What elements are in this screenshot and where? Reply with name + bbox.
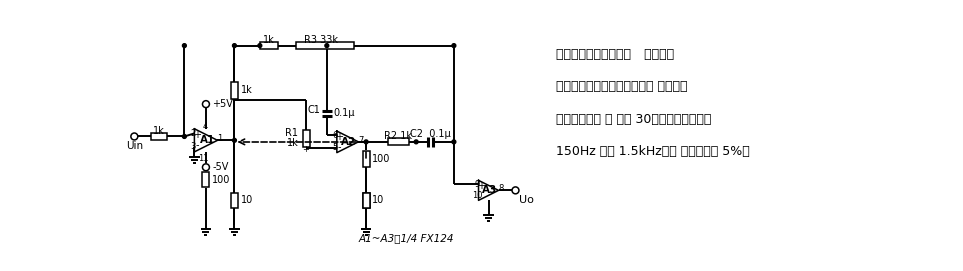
Bar (202, 172, 209, 187)
Text: -: - (338, 142, 341, 151)
Text: 1k: 1k (153, 126, 165, 136)
Text: 可以通过同轴电位器调节，Ｑ 値基本不: 可以通过同轴电位器调节，Ｑ 値基本不 (557, 80, 688, 93)
Text: R3 33k: R3 33k (304, 35, 338, 45)
Bar (363, 193, 370, 208)
Circle shape (258, 44, 262, 47)
Circle shape (452, 140, 455, 144)
Bar (302, 130, 309, 147)
Bar (150, 133, 168, 140)
Text: 2: 2 (191, 129, 195, 138)
Text: 4: 4 (202, 122, 207, 131)
Text: 1k: 1k (241, 85, 252, 95)
Text: Uin: Uin (126, 141, 143, 151)
Text: +: + (302, 145, 309, 154)
Circle shape (364, 140, 368, 144)
Text: 1k: 1k (263, 35, 275, 45)
Text: 10: 10 (373, 195, 384, 205)
Bar (296, 42, 353, 49)
Text: A3: A3 (482, 185, 497, 195)
Text: Uo: Uo (518, 195, 534, 205)
Text: 7: 7 (358, 136, 363, 145)
Text: R1: R1 (285, 128, 299, 138)
Text: 150Hz 变到 1.5kHz，Ｑ 値变化小于 5%。: 150Hz 变到 1.5kHz，Ｑ 値变化小于 5%。 (557, 145, 750, 158)
Bar (231, 82, 238, 99)
Bar (388, 138, 409, 145)
Circle shape (232, 138, 236, 142)
Text: C2  0.1μ: C2 0.1μ (410, 129, 451, 139)
Text: 频率可调的带通滤波器   谐振频率: 频率可调的带通滤波器 谐振频率 (557, 48, 674, 61)
Text: +5V: +5V (212, 99, 233, 109)
Text: 1: 1 (217, 134, 221, 143)
Circle shape (414, 140, 418, 144)
Text: A2: A2 (341, 137, 356, 147)
Circle shape (232, 44, 236, 47)
Text: 8: 8 (498, 184, 504, 193)
Text: 100: 100 (212, 175, 230, 185)
Text: 100: 100 (373, 154, 391, 164)
Circle shape (452, 44, 455, 47)
Text: 0.1μ: 0.1μ (334, 108, 355, 118)
Text: +: + (477, 181, 485, 191)
Text: 10: 10 (241, 195, 253, 205)
Text: R2 1k: R2 1k (384, 131, 412, 141)
Circle shape (325, 44, 328, 47)
Circle shape (182, 134, 186, 138)
Bar (363, 193, 370, 208)
Text: C1: C1 (307, 105, 320, 115)
Text: 1k: 1k (287, 138, 299, 148)
Text: 3: 3 (191, 142, 195, 151)
Text: 10: 10 (472, 192, 482, 201)
Text: 5: 5 (332, 143, 338, 152)
Text: -: - (195, 140, 199, 150)
Text: A1~A3：1/4 FX124: A1~A3：1/4 FX124 (358, 233, 454, 243)
Text: +: + (335, 132, 344, 142)
Bar (260, 42, 278, 49)
Text: +: + (194, 130, 201, 140)
Bar (363, 151, 370, 166)
Circle shape (182, 44, 186, 47)
Text: A1: A1 (200, 135, 215, 145)
Bar (231, 193, 238, 208)
Text: -5V: -5V (212, 162, 228, 172)
Text: 11: 11 (198, 154, 209, 163)
Text: 6: 6 (332, 131, 338, 140)
Text: 9: 9 (475, 180, 480, 189)
Text: 变。图中参数 Ｑ 値为 30，谐振频率可以从: 变。图中参数 Ｑ 値为 30，谐振频率可以从 (557, 112, 712, 125)
